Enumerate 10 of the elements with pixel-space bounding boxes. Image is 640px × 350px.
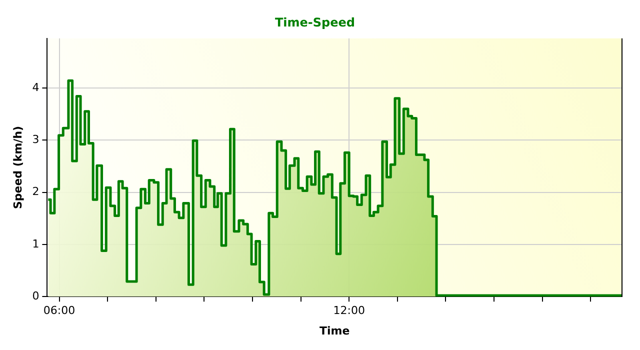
y-tick-label: 3: [32, 132, 40, 146]
y-tick-label: 0: [32, 289, 40, 302]
x-tick-label: 12:00: [333, 304, 365, 318]
y-tick-label: 4: [32, 80, 40, 94]
y-tick-label: 2: [32, 185, 40, 198]
chart-title: Time-Speed: [274, 15, 356, 30]
x-tick-label: 06:00: [43, 304, 76, 318]
x-axis-title: Time: [320, 324, 350, 338]
y-tick-label: 1: [32, 237, 40, 250]
y-axis-title: Speed (km/h): [11, 126, 24, 210]
